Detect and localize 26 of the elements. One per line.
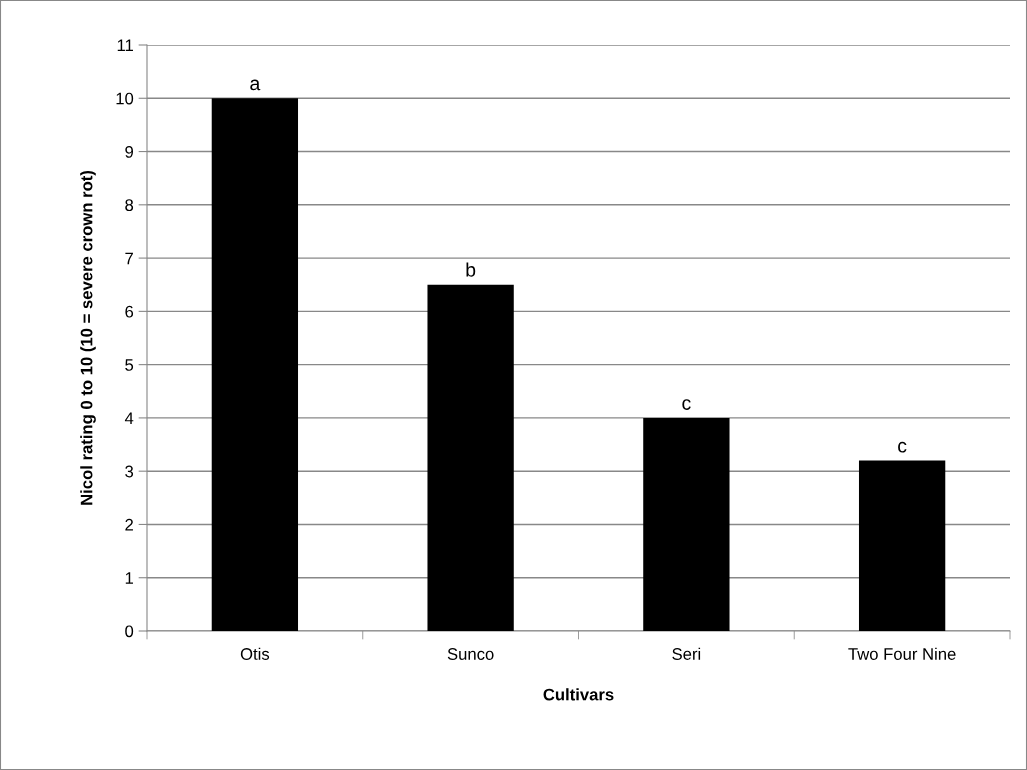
y-tick-label: 3 (125, 465, 134, 478)
y-tick-label: 9 (125, 145, 134, 158)
y-tick-label: 11 (117, 39, 133, 52)
bar (427, 284, 514, 631)
x-tick-label: Otis (240, 647, 270, 660)
bar (643, 417, 730, 631)
x-tick-label: Two Four Nine (848, 647, 956, 660)
annotation: b (466, 262, 476, 277)
bar (858, 460, 946, 631)
y-axis-title: Nicol rating 0 to 10 (10 = severe crown rot) (80, 170, 96, 505)
y-tick-label: 4 (124, 412, 134, 424)
y-tick-label: 1 (125, 572, 133, 584)
x-axis-title: Cultivars (543, 688, 614, 701)
y-tick-label: 0 (125, 625, 134, 638)
x-tick-label: Sunco (447, 648, 494, 660)
y-tick-label: 2 (125, 518, 133, 531)
x-tick-label: Seri (672, 647, 701, 660)
y-tick-label: 7 (125, 252, 133, 265)
y-tick-label: 5 (125, 359, 134, 371)
annotation: a (250, 79, 261, 91)
annotation: c (898, 441, 907, 453)
annotation: c (682, 399, 691, 410)
y-tick-label: 6 (125, 305, 134, 318)
y-tick-label: 8 (125, 199, 134, 212)
y-tick-label: 10 (116, 92, 134, 105)
bar (211, 98, 299, 631)
